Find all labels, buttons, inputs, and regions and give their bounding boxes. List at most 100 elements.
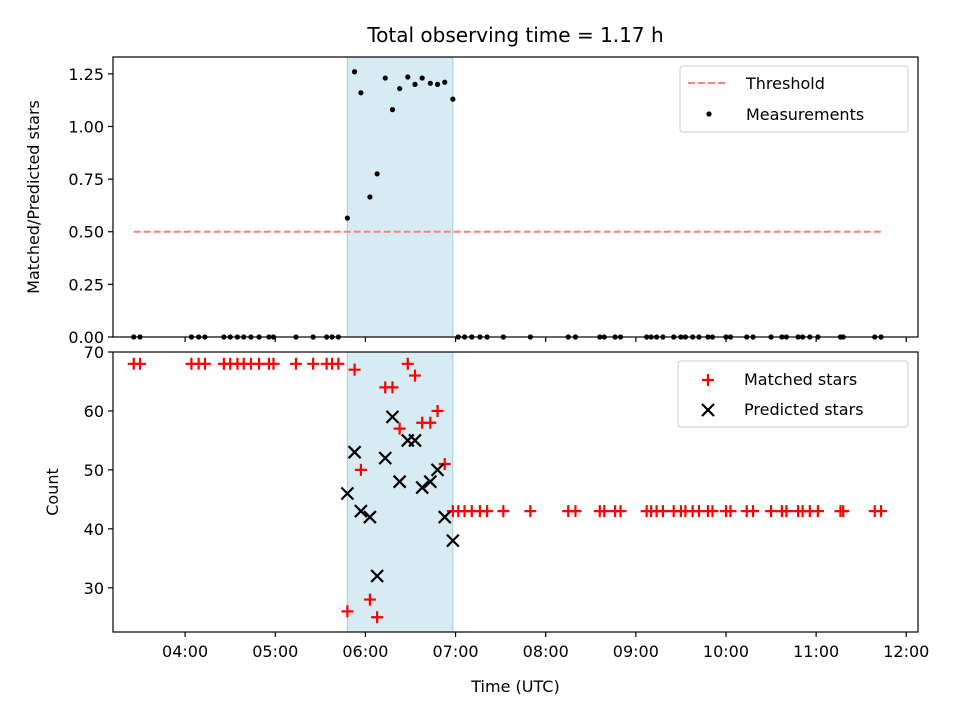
x-tick-label: 05:00 <box>252 642 298 661</box>
matched-star-point <box>438 458 451 470</box>
y-tick-label: 30 <box>84 579 104 598</box>
matched-star-point <box>424 416 437 429</box>
measurement-point <box>335 334 341 340</box>
y-tick-label: 0.25 <box>68 275 104 294</box>
measurement-point <box>840 334 846 340</box>
matched-star-point <box>307 357 320 370</box>
measurement-point <box>389 107 396 113</box>
measurement-point <box>779 334 785 340</box>
measurement-point <box>196 334 202 340</box>
measurement-point <box>248 334 254 340</box>
y-tick-label: 70 <box>84 343 104 362</box>
matched-star-point <box>348 363 361 376</box>
measurement-point <box>648 334 654 340</box>
predicted-star-point <box>408 433 422 448</box>
measurement-point <box>744 334 750 340</box>
measurement-point <box>783 334 789 340</box>
matched-star-point <box>724 505 737 518</box>
predicted-star-point <box>446 533 460 548</box>
measurement-point <box>412 81 418 87</box>
measurement-point <box>690 334 696 340</box>
matched-star-point <box>289 357 302 370</box>
y-tick-label: 0.00 <box>68 328 104 347</box>
matched-star-point <box>431 404 444 417</box>
predicted-star-point <box>347 445 362 459</box>
measurement-point <box>131 334 137 340</box>
matched-star-point <box>497 505 510 518</box>
measurement-point <box>705 334 711 340</box>
measurement-point <box>450 96 456 102</box>
predicted-star-point <box>354 504 368 518</box>
measurement-point <box>382 75 388 81</box>
measurement-point <box>872 334 878 340</box>
predicted-star-point <box>437 510 452 524</box>
measurement-point <box>750 334 756 340</box>
measurement-point <box>565 334 571 340</box>
x-tick-label: 08:00 <box>523 642 569 661</box>
measurement-point <box>202 334 208 340</box>
matched-star-point <box>524 505 537 518</box>
matched-star-point <box>614 505 627 518</box>
predicted-star-point <box>415 480 429 495</box>
predicted-star-point <box>385 410 400 424</box>
x-tick-label: 11:00 <box>793 642 839 661</box>
measurement-point <box>723 334 729 340</box>
predicted-star-point <box>423 474 438 489</box>
measurement-point <box>266 334 272 340</box>
matched-star-point <box>393 422 406 435</box>
matched-star-point <box>371 611 384 624</box>
measurement-point <box>329 334 335 340</box>
x-tick-label: 07:00 <box>432 642 478 661</box>
y-tick-label: 1.00 <box>68 117 104 136</box>
bottom-panel: 04:00 05:00 06:00 07:00 08:00 09:00 10:00 11:00… <box>43 343 929 661</box>
measurement-point <box>815 334 821 340</box>
predicted-star-point <box>363 510 377 524</box>
measurement-point <box>696 334 702 340</box>
y-tick-label: 60 <box>84 402 104 421</box>
matched-star-point <box>332 357 345 370</box>
matched-star-point <box>837 505 850 518</box>
legend-predicted-label: Predicted stars <box>744 400 864 419</box>
legend-measurements-label: Measurements <box>746 105 864 124</box>
measurement-point <box>221 334 227 340</box>
legend-threshold-label: Threshold <box>745 74 825 93</box>
measurement-point <box>461 334 468 340</box>
y-tick-label: 1.25 <box>68 65 104 84</box>
predicted-star-point <box>392 474 407 489</box>
matched-star-point <box>569 505 582 518</box>
matched-star-point <box>765 505 778 518</box>
matched-star-point <box>481 505 494 518</box>
legend-matched-label: Matched stars <box>744 370 857 389</box>
measurement-point <box>324 334 330 340</box>
measurement-point <box>807 334 813 340</box>
y-tick-label: 50 <box>84 461 104 480</box>
measurement-point <box>227 334 233 340</box>
measurement-point <box>367 194 373 200</box>
measurement-point <box>768 334 774 340</box>
measurement-point <box>617 334 624 340</box>
measurement-point <box>234 334 241 340</box>
measurement-point <box>358 90 364 96</box>
x-tick-label: 04:00 <box>162 642 208 661</box>
axes-frame <box>112 351 919 633</box>
matched-star-point <box>598 505 611 518</box>
matched-star-point <box>267 357 280 370</box>
legend-measurements-swatch <box>706 111 712 117</box>
x-tick-label: 12:00 <box>883 642 929 661</box>
measurement-point <box>477 334 483 340</box>
measurement-point <box>572 334 579 340</box>
measurement-point <box>671 334 677 340</box>
measurement-point <box>795 334 801 340</box>
measurement-point <box>293 334 299 340</box>
y-tick-label: 0.75 <box>68 170 104 189</box>
measurement-point <box>601 334 607 340</box>
y-axis-label: Count <box>43 468 62 516</box>
measurement-point <box>374 171 380 177</box>
measurement-point <box>405 74 411 80</box>
matched-star-point <box>198 357 211 370</box>
y-axis-label: Matched/Predicted stars <box>24 100 43 294</box>
measurement-point <box>612 334 618 340</box>
matched-star-point <box>401 357 414 370</box>
y-tick-label: 40 <box>84 520 104 539</box>
